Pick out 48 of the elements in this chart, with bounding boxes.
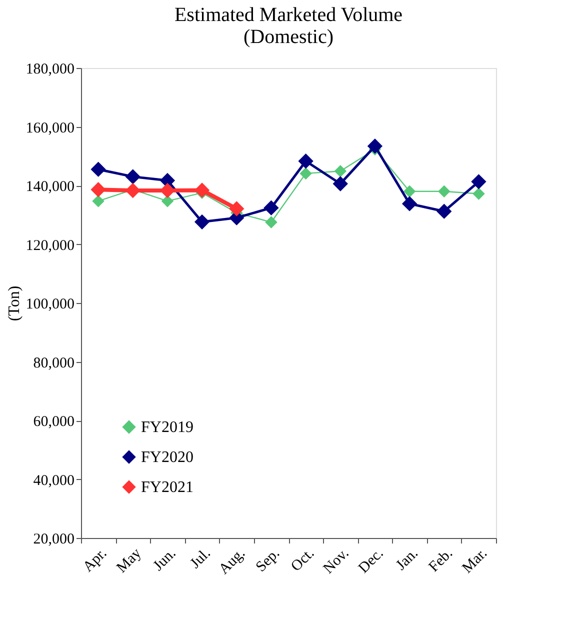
point: [265, 216, 278, 228]
x-tick-label: May: [114, 545, 146, 576]
text: (Domestic): [244, 26, 334, 48]
x-tick-label: Mar.: [459, 546, 491, 577]
point: [471, 174, 486, 190]
legend-label: FY2021: [141, 479, 194, 496]
y-tick-label: 80,000: [33, 355, 74, 372]
x-tick-label: Nov.: [320, 546, 352, 578]
point: [92, 194, 104, 208]
point: [125, 169, 140, 184]
x-tick-label: Jul.: [188, 546, 214, 572]
point: [125, 182, 140, 198]
y-tick-label: 180,000: [26, 62, 74, 78]
legend-label: FY2019: [141, 419, 194, 436]
point: [264, 200, 279, 216]
x-tick-label: Feb.: [426, 546, 456, 576]
text: Estimated Marketed Volume: [174, 4, 403, 26]
x-tick-label: Apr.: [80, 546, 110, 576]
point: [194, 214, 210, 230]
point: [438, 185, 450, 198]
x-tick-label: Sep.: [253, 546, 284, 576]
x-tick-label: Aug.: [216, 546, 248, 578]
point: [436, 204, 452, 219]
point: [472, 188, 485, 200]
y-axis-title: (Ton): [6, 286, 23, 322]
x-tick-label: Jun.: [150, 546, 180, 574]
point: [402, 196, 418, 212]
x-tick-label: Oct.: [288, 546, 318, 575]
x-tick-label: Jan.: [393, 546, 422, 574]
point: [300, 167, 312, 180]
point: [367, 138, 383, 154]
y-tick-label: 60,000: [33, 414, 74, 430]
point: [194, 182, 210, 198]
y-tick-label: 160,000: [26, 120, 74, 136]
point: [298, 154, 314, 169]
point: [90, 162, 106, 177]
x-tick-label: Dec.: [356, 546, 387, 577]
point: [334, 164, 346, 178]
y-tick-label: 20,000: [33, 532, 74, 548]
y-tick-label: 100,000: [26, 296, 74, 312]
y-tick-label: 40,000: [33, 472, 74, 489]
point: [160, 182, 176, 198]
y-tick-label: 140,000: [26, 179, 74, 195]
point: [332, 176, 348, 192]
y-tick-label: 120,000: [26, 238, 74, 254]
legend-label: FY2020: [141, 449, 194, 466]
point: [403, 185, 416, 198]
point: [90, 182, 106, 198]
